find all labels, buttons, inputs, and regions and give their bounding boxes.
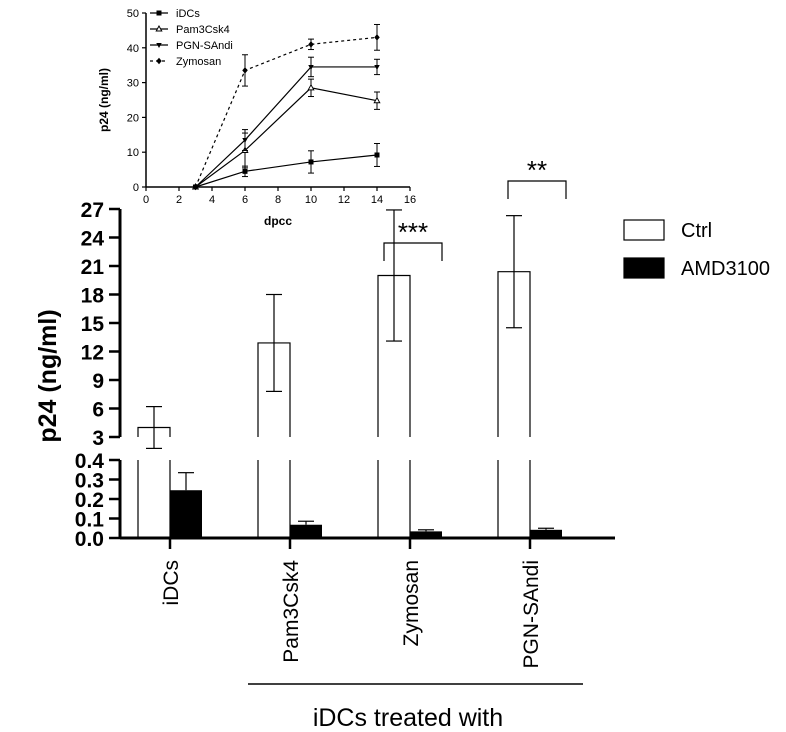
legend-label-zymosan: Zymosan: [176, 56, 221, 68]
bar-fill: [410, 531, 442, 538]
legend-label-idcs: iDCs: [176, 8, 200, 20]
inset-x-tick-label: 6: [242, 194, 248, 206]
legend-marker: [155, 24, 163, 32]
inset-y-tick-label: 50: [127, 8, 139, 20]
inset-x-tick-label: 8: [275, 194, 281, 206]
bar-fill: [170, 490, 202, 538]
inset-x-tick-label: 4: [209, 194, 215, 206]
bar-y-axis-label: p24 (ng/ml): [34, 309, 62, 442]
series-pam3csk4: [191, 78, 381, 190]
lower-y-tick-label: 0.0: [75, 528, 104, 551]
legend-label-amd3100: AMD3100: [681, 258, 770, 280]
inset-y-axis-label: p24 (ng/ml): [97, 68, 111, 132]
significance-stars: **: [527, 155, 547, 185]
data-point: [308, 64, 314, 70]
legend-label-ctrl: Ctrl: [681, 220, 712, 242]
lower-y-tick-label: 0.3: [75, 470, 104, 493]
data-point: [374, 34, 380, 41]
legend-label-pam3csk4: Pam3Csk4: [176, 24, 230, 36]
data-point: [374, 152, 380, 158]
inset-x-tick-label: 12: [338, 194, 350, 206]
legend-swatch-amd3100: [623, 257, 665, 279]
bar-fill: [530, 529, 562, 538]
bar-fill: [290, 524, 322, 538]
category-label-zymosan: Zymosan: [400, 560, 423, 646]
data-point: [242, 168, 248, 174]
inset-y-tick-label: 10: [127, 147, 139, 159]
series-zymosan: [192, 23, 380, 191]
inset-y-tick-label: 20: [127, 112, 139, 124]
data-point: [374, 64, 380, 70]
category-label-idcs: iDCs: [160, 560, 183, 606]
bar-amd3100-pgn-sandi: [530, 527, 562, 538]
bar-y-axis-upper: 3 6 9 12 15 18 21 24 27: [81, 199, 122, 450]
bar-amd3100-pam3csk4: [290, 520, 322, 538]
bar-ctrl-pam3csk4: [257, 293, 291, 538]
data-point: [192, 183, 199, 191]
bar-ctrl-pgn-sandi: [497, 215, 531, 538]
inset-legend: iDCs Pam3Csk4 PGN-SAndi Zymosan: [150, 8, 233, 68]
series-line-idcs: [195, 154, 378, 188]
upper-y-tick-label: 27: [81, 199, 104, 222]
inset-x-tick-label: 16: [404, 194, 416, 206]
upper-y-tick-label: 21: [81, 256, 105, 279]
inset-x-tick-label: 2: [176, 194, 182, 206]
category-label-pam3csk4: Pam3Csk4: [280, 560, 303, 663]
data-point: [242, 138, 248, 144]
inset-x-axis-label: dpcc: [264, 214, 292, 228]
upper-y-tick-label: 24: [81, 228, 105, 251]
series-idcs: [193, 143, 380, 190]
data-point: [307, 83, 315, 91]
series-pgn-sandi: [192, 56, 380, 190]
inset-y-tick-label: 40: [127, 43, 139, 55]
inset-y-tick-label: 30: [127, 78, 139, 90]
significance-bracket: [507, 180, 567, 199]
upper-y-tick-label: 15: [81, 313, 105, 336]
series-line-zymosan: [194, 36, 378, 188]
data-point: [242, 67, 248, 74]
series-line-pgn-sandi: [195, 66, 377, 188]
bar-ctrl-idcs: [137, 406, 171, 538]
inset-y-axis: 0 10 20 30 40 50: [127, 8, 147, 194]
inset-x-tick-label: 10: [305, 194, 317, 206]
bar-ctrl-zymosan: [377, 209, 411, 538]
category-label-pgn-sandi: PGN-SAndi: [520, 560, 543, 669]
lower-y-tick-label: 0.1: [75, 509, 105, 532]
significance-zymosan: ***: [383, 217, 443, 261]
inset-x-tick-label: 0: [143, 194, 149, 206]
significance-stars: ***: [398, 217, 428, 247]
significance-pgn-sandi: **: [507, 155, 567, 199]
series-line-pam3csk4: [195, 87, 378, 188]
lower-y-tick-label: 0.2: [75, 489, 104, 512]
bar-legend: Ctrl AMD3100: [623, 219, 770, 280]
data-point: [308, 41, 314, 48]
upper-y-tick-label: 6: [92, 399, 104, 422]
legend-marker: [156, 43, 162, 48]
legend-label-pgn-sandi: PGN-SAndi: [176, 40, 233, 52]
upper-y-tick-label: 12: [81, 342, 104, 365]
legend-swatch-ctrl: [623, 219, 665, 241]
upper-y-tick-label: 18: [81, 285, 105, 308]
lower-y-tick-label: 0.4: [75, 450, 105, 473]
bar-y-axis-lower: 0.00.10.20.30.4: [75, 450, 122, 551]
data-point: [308, 159, 314, 165]
inset-x-tick-label: 14: [371, 194, 383, 206]
legend-marker: [156, 57, 162, 65]
group-label: iDCs treated with: [313, 704, 503, 732]
inset-x-axis: 0 2 4 6 8 10 12 14 16: [143, 186, 416, 206]
legend-marker: [156, 10, 162, 16]
upper-y-tick-label: 3: [92, 427, 104, 450]
bar-amd3100-zymosan: [410, 529, 442, 538]
upper-y-tick-label: 9: [92, 370, 104, 393]
significance-bracket: [383, 242, 443, 261]
inset-y-tick-label: 0: [133, 182, 139, 194]
inset-line-chart: 0 2 4 6 8 10 12 14 16 0 10 20 30 40 50 dpcc p24 (ng/m…: [97, 8, 416, 228]
bar-amd3100-idcs: [170, 472, 202, 538]
data-point: [373, 96, 381, 104]
